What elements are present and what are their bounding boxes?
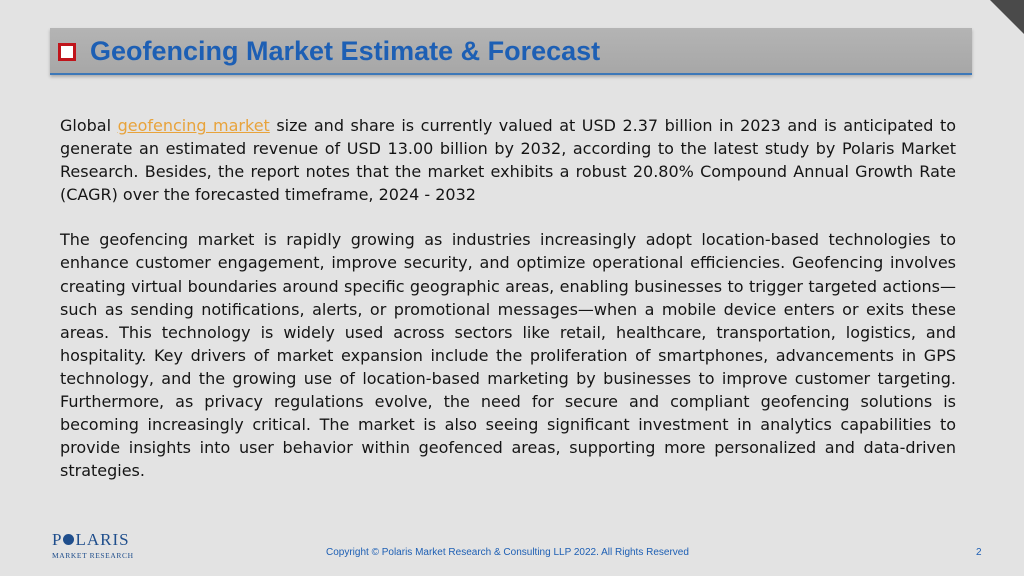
slide-body: Global geofencing market size and share … [60,114,956,504]
title-bar: Geofencing Market Estimate & Forecast [50,28,972,75]
geofencing-market-link[interactable]: geofencing market [117,116,270,135]
slide-title: Geofencing Market Estimate & Forecast [90,36,601,66]
logo-wordmark: P LARIS [52,531,132,548]
square-bullet-icon [58,43,76,61]
corner-triangle-decoration [990,0,1024,34]
copyright-text: Copyright © Polaris Market Research & Co… [326,547,689,558]
polaris-logo: P LARIS MARKET RESEARCH [52,531,134,560]
paragraph-intro: Global geofencing market size and share … [60,114,956,206]
paragraph-overview: The geofencing market is rapidly growing… [60,230,956,481]
paragraph-intro-prefix: Global [60,116,118,135]
logo-wordmark-end: LARIS [75,530,130,549]
page-number: 2 [976,547,982,558]
logo-dot-icon [63,534,75,545]
logo-wordmark-start: P [52,530,63,549]
paragraph-intro-suffix: size and share is currently valued at US… [60,116,957,205]
logo-subtitle: MARKET RESEARCH [52,551,134,560]
